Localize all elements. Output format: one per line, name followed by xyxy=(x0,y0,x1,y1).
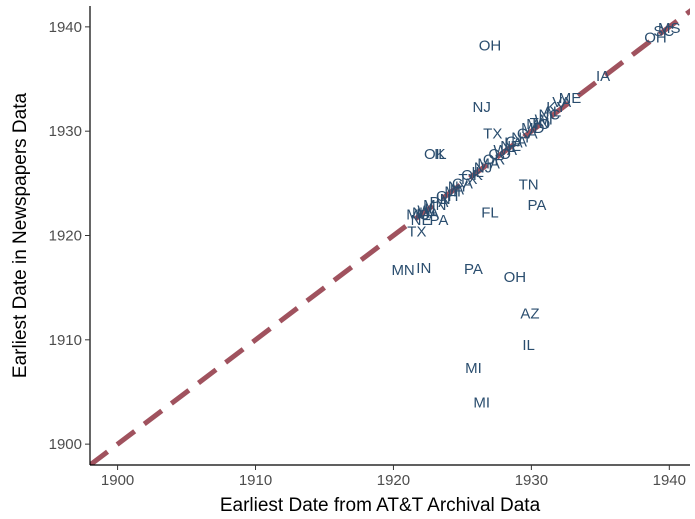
point-label: NJ xyxy=(474,160,492,177)
point-label: WI xyxy=(535,112,553,129)
point-label: PA xyxy=(464,261,483,278)
y-axis-title: Earliest Date in Newspapers Data xyxy=(10,93,31,379)
point-label: CA xyxy=(452,175,473,192)
point-label: WI xyxy=(417,202,435,219)
point-label: PA xyxy=(430,194,449,211)
point-label: OH xyxy=(479,38,502,55)
point-label: NC xyxy=(538,106,560,123)
point-label: TX xyxy=(483,125,502,142)
point-label: IA xyxy=(450,182,464,199)
point-label: LA xyxy=(504,135,522,152)
point-label: OK xyxy=(461,167,483,184)
point-label: MN xyxy=(391,262,414,279)
x-tick-label: 1930 xyxy=(515,472,548,489)
point-label: WA xyxy=(493,142,517,159)
point-label: FL xyxy=(481,205,499,222)
x-tick-label: 1900 xyxy=(101,472,134,489)
point-label: PA xyxy=(527,197,546,214)
point-label: MO xyxy=(406,207,430,224)
point-label: OH xyxy=(504,269,527,286)
point-label: MS xyxy=(658,20,681,37)
y-tick-label: 1910 xyxy=(49,332,82,349)
point-label: MO xyxy=(526,116,550,133)
reference-line-layer xyxy=(90,8,690,465)
y-axis-ticks: 1900 1910 1920 1930 1940 xyxy=(49,19,90,453)
point-label: IL xyxy=(522,337,535,354)
point-label: CA xyxy=(517,125,538,142)
x-tick-label: 1910 xyxy=(239,472,272,489)
point-label: NY xyxy=(511,129,532,146)
point-label: IL xyxy=(471,164,484,181)
x-axis-ticks: 1900 1910 1920 1930 1940 xyxy=(101,465,686,489)
point-label: OR xyxy=(483,151,506,168)
x-axis-title: Earliest Date from AT&T Archival Data xyxy=(220,495,541,516)
point-label: NJ xyxy=(473,99,491,116)
point-label: IN xyxy=(416,260,431,277)
point-label: SC xyxy=(653,23,674,40)
point-label: OK xyxy=(424,146,446,163)
point-label: PA xyxy=(430,212,449,229)
point-label: KY xyxy=(546,99,566,116)
point-label: NE xyxy=(500,138,521,155)
point-label: NY xyxy=(448,178,469,195)
point-label: ME xyxy=(559,90,582,107)
point-label: OH xyxy=(644,29,667,46)
point-label: IL xyxy=(434,146,447,163)
point-label: TN xyxy=(530,115,550,132)
y-tick-label: 1940 xyxy=(49,19,82,36)
point-label: MN xyxy=(423,197,446,214)
y-tick-label: 1920 xyxy=(49,228,82,245)
point-label: OH xyxy=(436,188,459,205)
point-label: MD xyxy=(521,120,544,137)
point-label: MA xyxy=(477,156,500,173)
point-label: AL xyxy=(543,103,561,120)
point-label: TN xyxy=(519,176,539,193)
y-tick-label: 1900 xyxy=(49,436,82,453)
x-tick-label: 1920 xyxy=(377,472,410,489)
point-label: NE xyxy=(411,212,432,229)
point-label: IL xyxy=(424,200,437,217)
x-tick-label: 1940 xyxy=(653,472,686,489)
point-label: IA xyxy=(596,68,610,85)
point-label: NY xyxy=(412,205,433,222)
reference-line xyxy=(90,8,690,465)
point-label: CO xyxy=(488,146,511,163)
point-label: MI xyxy=(473,394,490,411)
y-tick-label: 1930 xyxy=(49,123,82,140)
point-label: GA xyxy=(505,134,527,151)
point-label: MI xyxy=(465,360,482,377)
point-label: MA xyxy=(417,206,440,223)
point-label: MI xyxy=(444,184,461,201)
point-label: AZ xyxy=(520,306,539,323)
point-label: IN xyxy=(436,191,451,208)
points-layer: OH OHSCMSIAMEVAKYNCWIMOMDCANYGANEWACOORMA… xyxy=(391,20,680,412)
point-label: TX xyxy=(407,223,426,240)
point-label: VA xyxy=(552,94,571,111)
point-label: TX xyxy=(458,171,477,188)
